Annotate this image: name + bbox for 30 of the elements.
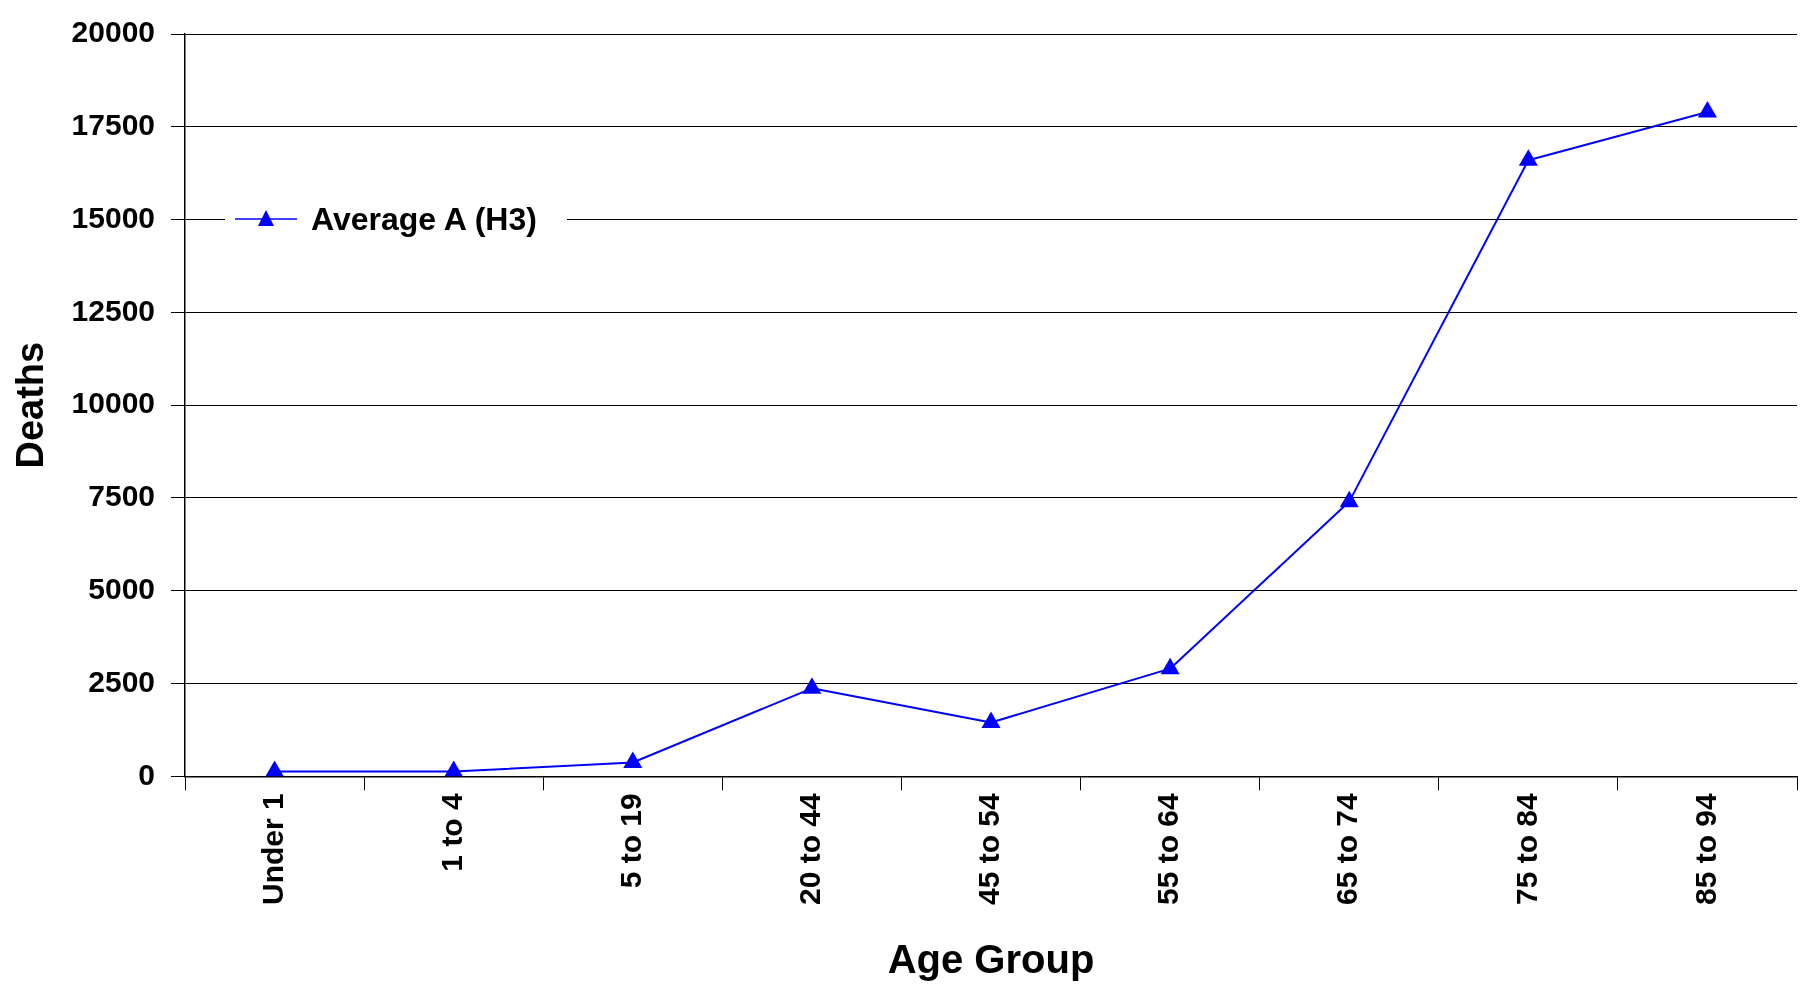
y-tick-label: 17500 (71, 108, 156, 142)
point (1340, 491, 1359, 508)
y-tick-label: 2500 (88, 664, 156, 698)
y-tick-label: 0 (138, 757, 156, 791)
point (1519, 150, 1538, 166)
x-tick-label: 55 to 64 (1151, 792, 1185, 906)
y-tick-label: 5000 (88, 571, 156, 605)
x-tick-label: 45 to 54 (972, 792, 1006, 906)
x-tick-label: 1 to 4 (434, 792, 468, 872)
x-tick-label: Under 1 (255, 793, 289, 905)
point (982, 712, 1000, 728)
x-axis-title: Age Group (887, 937, 1095, 982)
x-tick-label: 75 to 84 (1509, 792, 1543, 906)
point (624, 752, 642, 769)
y-tick-label: 7500 (88, 479, 156, 513)
point (1698, 101, 1717, 118)
y-tick-label: 12500 (71, 293, 156, 327)
x-tick-label: 85 to 94 (1688, 792, 1722, 906)
x-tick-label: 20 to 44 (793, 792, 827, 906)
point (265, 761, 284, 777)
legend-label: Average A (H3) (311, 200, 537, 238)
y-axis-title: Deaths (9, 341, 52, 469)
point (444, 761, 463, 777)
point (803, 678, 821, 694)
x-tick-label: 5 to 19 (614, 793, 648, 889)
y-tick-label: 15000 (71, 200, 156, 234)
x-tick-label: 65 to 74 (1330, 792, 1364, 906)
y-tick-label: 10000 (71, 386, 156, 420)
y-tick-label: 20000 (71, 15, 156, 49)
point (1161, 658, 1179, 675)
